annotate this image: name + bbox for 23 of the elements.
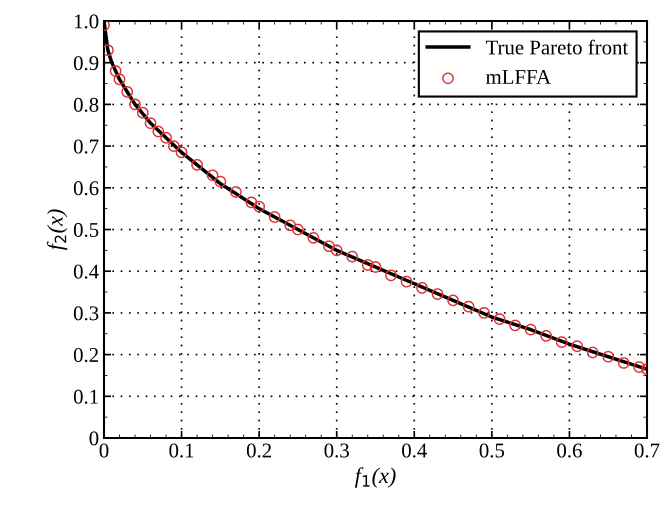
x-tick-label: 0.2 xyxy=(246,443,272,458)
y-tick-label: 0.3 xyxy=(74,306,98,320)
y-tick-label: 0.1 xyxy=(74,390,98,404)
x-tick-label: 0.1 xyxy=(169,443,194,458)
x-tick-label: 0.3 xyxy=(324,443,349,458)
y-tick-label: 0.4 xyxy=(74,264,99,279)
y-tick-label: 0.2 xyxy=(74,348,98,362)
x-tick-label: 0.4 xyxy=(402,443,427,458)
y-tick-label: 0.5 xyxy=(74,222,98,238)
y-tick-label: 0.6 xyxy=(74,181,99,196)
x-tick-label: 0.7 xyxy=(634,443,660,458)
legend-label: mLFFA xyxy=(486,70,551,84)
y-tick-label: 0.7 xyxy=(74,139,99,154)
y-tick-label: 0 xyxy=(90,431,98,446)
x-tick-label: 0.5 xyxy=(480,443,504,458)
y-tick-label: 1.0 xyxy=(74,14,98,29)
y-tick-label: 0.8 xyxy=(74,98,98,112)
y-axis-title: f$_{2}$(x) xyxy=(46,209,68,250)
legend-label: True Pareto front xyxy=(486,40,628,55)
x-axis-title: f$_{1}$(x) xyxy=(354,467,396,488)
x-tick-label: 0.6 xyxy=(557,443,582,458)
y-tick-label: 0.9 xyxy=(74,56,98,70)
x-tick-label: 0 xyxy=(100,443,108,458)
